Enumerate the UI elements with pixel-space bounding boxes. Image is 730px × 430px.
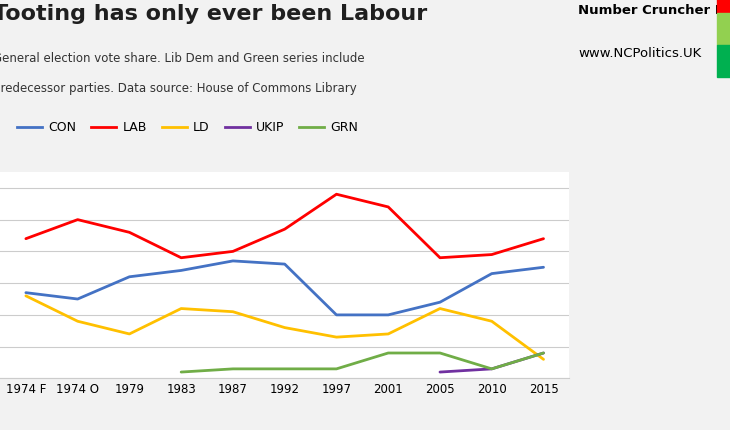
Text: www.NCPolitics.UK: www.NCPolitics.UK [578, 47, 702, 60]
Text: predecessor parties. Data source: House of Commons Library: predecessor parties. Data source: House … [0, 82, 356, 95]
Text: Tooting has only ever been Labour: Tooting has only ever been Labour [0, 4, 427, 25]
Legend: CON, LAB, LD, UKIP, GRN: CON, LAB, LD, UKIP, GRN [12, 117, 364, 139]
Text: General election vote share. Lib Dem and Green series include: General election vote share. Lib Dem and… [0, 52, 364, 64]
Text: Number Cruncher Politics: Number Cruncher Politics [578, 4, 730, 17]
